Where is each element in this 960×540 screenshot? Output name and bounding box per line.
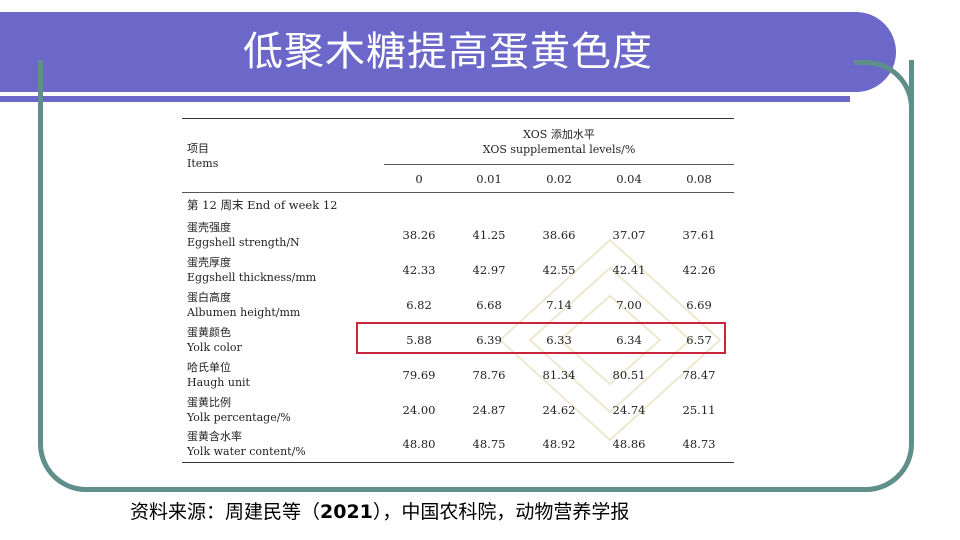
table-row: 蛋黄含水率 Yolk water content/% 48.80 48.75 48… [182,427,734,462]
data-table: 项目 Items XOS 添加水平 XOS supplemental level… [182,118,734,466]
level-header: 0.01 [476,171,502,186]
slide-title: 低聚木糖提高蛋黄色度 [243,29,653,75]
row-label: 蛋黄含水率 Yolk water content/% [187,430,306,459]
row-label: 蛋黄比例 Yolk percentage/% [187,395,291,424]
table-cell: 6.69 [686,297,712,312]
table-cell: 6.39 [476,332,502,347]
table-cell: 38.66 [542,227,576,242]
table-cell: 42.33 [402,262,436,277]
table-cell: 42.97 [472,262,506,277]
table-cell: 42.26 [682,262,716,277]
table-cell: 6.57 [686,332,712,347]
table-cell: 6.34 [616,332,642,347]
row-label: 蛋黄颜色 Yolk color [187,325,242,354]
slide-frame [38,60,914,492]
row-label: 蛋白高度 Albumen height/mm [187,290,301,319]
table-cell: 24.62 [542,402,576,417]
table-cell: 24.74 [612,402,646,417]
header-levels-cn: XOS 添加水平 [523,127,595,141]
table-cell: 38.26 [402,227,436,242]
table-row: 蛋白高度 Albumen height/mm 6.82 6.68 7.14 7.0… [182,287,734,322]
table-cell: 79.69 [402,367,436,382]
level-header: 0.04 [616,171,642,186]
table-cell: 24.87 [472,402,506,417]
header-levels: XOS 添加水平 XOS supplemental levels/% [384,118,734,165]
table-cell: 80.51 [612,367,646,382]
source-citation: 资料来源：周建民等（2021），中国农科院，动物营养学报 [130,501,630,523]
table-cell: 37.61 [682,227,716,242]
table-cell: 24.00 [402,402,436,417]
table-row: 哈氏单位 Haugh unit 79.69 78.76 81.34 80.51 7… [182,357,734,392]
row-label: 哈氏单位 Haugh unit [187,360,250,389]
table-cell: 7.00 [616,297,642,312]
table-cell: 5.88 [406,332,432,347]
table-cell: 78.76 [472,367,506,382]
yolk-color-highlight-box [356,322,726,354]
table-cell: 6.68 [476,297,502,312]
title-bar [0,12,896,92]
level-header: 0 [415,171,423,186]
table-cell: 81.34 [542,367,576,382]
row-label: 蛋壳强度 Eggshell strength/N [187,220,300,249]
table-cell: 48.80 [402,437,436,452]
table-cell: 7.14 [546,297,572,312]
table-cell: 78.47 [682,367,716,382]
header-items: 项目 Items [182,119,384,193]
table-row: 蛋黄比例 Yolk percentage/% 24.00 24.87 24.62 … [182,392,734,427]
table-cell: 41.25 [472,227,506,242]
table-cell: 48.86 [612,437,646,452]
header-items-en: Items [187,156,219,170]
header-levels-en: XOS supplemental levels/% [482,142,636,156]
table-cell: 6.33 [546,332,572,347]
table-row: 蛋壳厚度 Eggshell thickness/mm 42.33 42.97 42… [182,252,734,287]
table-cell: 48.75 [472,437,506,452]
table-cell: 25.11 [682,402,716,417]
table-row: 蛋壳强度 Eggshell strength/N 38.26 41.25 38.6… [182,217,734,252]
table-cell: 42.55 [542,262,576,277]
level-header: 0.08 [686,171,712,186]
header-items-cn: 项目 [187,141,209,155]
background-pattern [498,238,722,442]
row-label: 蛋壳厚度 Eggshell thickness/mm [187,255,317,284]
table-cell: 42.41 [612,262,646,277]
level-header: 0.02 [546,171,572,186]
table-cell: 37.07 [612,227,646,242]
table-cell: 48.73 [682,437,716,452]
table-cell: 6.82 [406,297,432,312]
section-label: 第 12 周末 End of week 12 [187,198,338,212]
title-underline [0,96,850,102]
table-row-yolk-color: 蛋黄颜色 Yolk color 5.88 6.39 6.33 6.34 6.57 [182,322,734,357]
table-cell: 48.92 [542,437,576,452]
